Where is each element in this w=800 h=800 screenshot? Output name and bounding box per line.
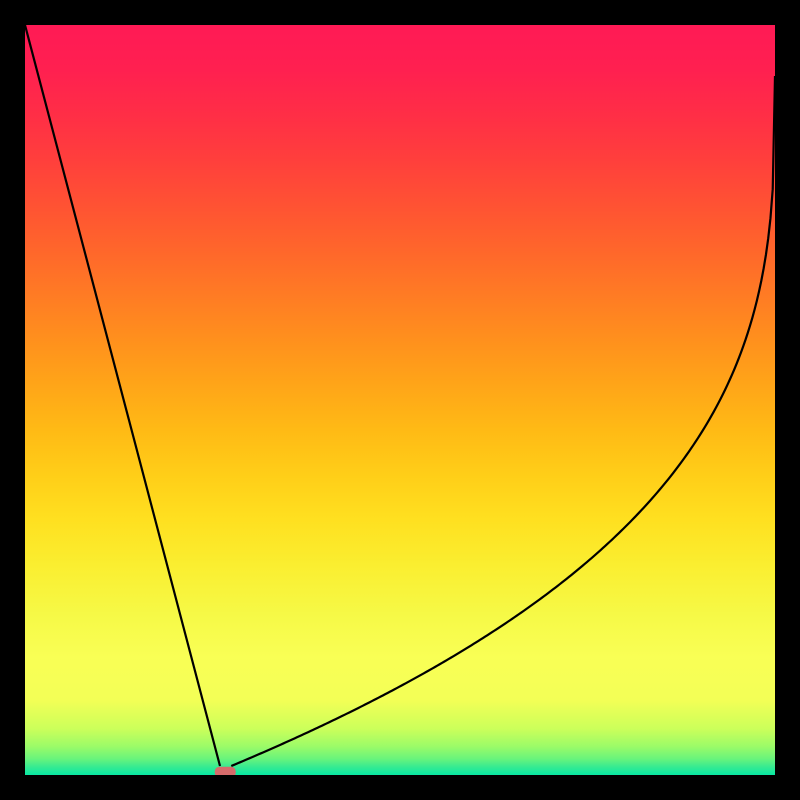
plot-area xyxy=(25,25,775,775)
plot-background xyxy=(25,25,775,775)
frame-left xyxy=(0,0,25,800)
plot-svg xyxy=(25,25,775,775)
frame-top xyxy=(0,0,800,25)
frame-bottom xyxy=(0,775,800,800)
bottleneck-marker xyxy=(215,767,236,775)
frame-right xyxy=(775,0,800,800)
